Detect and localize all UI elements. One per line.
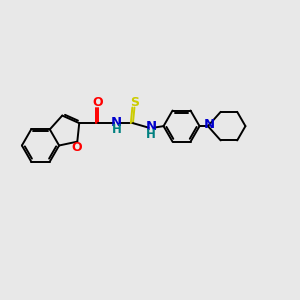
Text: S: S — [130, 96, 139, 109]
Text: N: N — [204, 118, 215, 131]
Text: N: N — [111, 116, 122, 129]
Text: N: N — [146, 120, 157, 133]
Text: O: O — [72, 140, 82, 154]
Text: H: H — [146, 128, 156, 141]
Text: O: O — [92, 96, 103, 109]
Text: H: H — [112, 123, 122, 136]
